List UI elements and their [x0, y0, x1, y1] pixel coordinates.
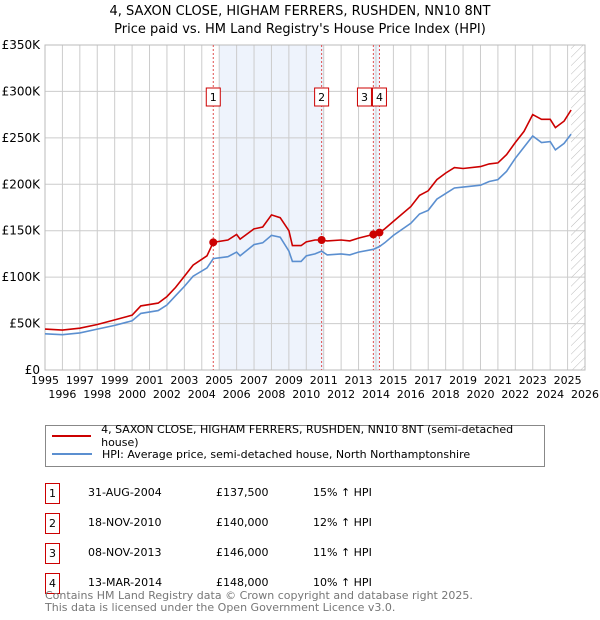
hpi-line: [44, 133, 572, 336]
chart-subtitle: Price paid vs. HM Land Registry's House …: [114, 22, 486, 37]
legend: 4, SAXON CLOSE, HIGHAM FERRERS, RUSHDEN,…: [45, 423, 545, 467]
x-tick-label: 1997: [66, 374, 94, 387]
x-tick-label: 2022: [501, 388, 529, 401]
x-tick-label: 1995: [31, 374, 59, 387]
transaction-hpi-diff: 15% ↑ HPI: [313, 486, 372, 499]
x-tick-label: 1998: [83, 388, 111, 401]
x-tick-label: 2016: [397, 388, 425, 401]
legend-label-hpi: HPI: Average price, semi-detached house,…: [102, 447, 471, 461]
x-tick-label: 1996: [48, 388, 76, 401]
transaction-row: 2 18-NOV-2010 £140,000 12% ↑ HPI: [45, 513, 545, 534]
x-tick-label: 2020: [466, 388, 494, 401]
x-tick-label: 2001: [136, 374, 164, 387]
transaction-price: £140,000: [216, 516, 269, 529]
transaction-date: 31-AUG-2004: [88, 486, 162, 499]
transaction-hpi-diff: 12% ↑ HPI: [313, 516, 372, 529]
sale-label-box: [371, 87, 387, 107]
x-tick-label: 2014: [362, 388, 390, 401]
sale-point: [375, 228, 384, 237]
sale-label-box: [205, 87, 221, 107]
x-tick-label: 1999: [101, 374, 129, 387]
transaction-hpi-diff: 10% ↑ HPI: [313, 576, 372, 589]
y-tick-label: £50K: [9, 317, 41, 331]
x-tick-label: 2017: [414, 374, 442, 387]
transaction-price: £148,000: [216, 576, 269, 589]
transaction-hpi-diff: 11% ↑ HPI: [313, 546, 372, 559]
legend-item-hpi: HPI: Average price, semi-detached house,…: [52, 446, 470, 462]
transaction-row: 3 08-NOV-2013 £146,000 11% ↑ HPI: [45, 543, 545, 564]
legend-swatch-property: [52, 435, 92, 437]
sale-point: [317, 236, 326, 244]
transaction-row: 1 31-AUG-2004 £137,500 15% ↑ HPI: [45, 483, 545, 504]
legend-item-property: 4, SAXON CLOSE, HIGHAM FERRERS, RUSHDEN,…: [52, 423, 544, 449]
x-tick-label: 2010: [292, 388, 320, 401]
x-tick-label: 2023: [519, 374, 547, 387]
transaction-number: 2: [45, 513, 60, 534]
transaction-price: £146,000: [216, 546, 269, 559]
price-chart: 1995199619971998199920002001200220032004…: [2, 38, 599, 401]
chart-title: 4, SAXON CLOSE, HIGHAM FERRERS, RUSHDEN,…: [109, 4, 491, 19]
y-tick-label: £300K: [2, 84, 42, 98]
x-tick-label: 2015: [379, 374, 407, 387]
transaction-date: 08-NOV-2013: [88, 546, 162, 559]
x-tick-label: 2005: [205, 374, 233, 387]
transaction-number: 4: [45, 573, 60, 594]
x-tick-label: 2004: [188, 388, 216, 401]
legend-swatch-hpi: [52, 453, 92, 455]
sale-label: 1: [210, 91, 217, 104]
x-tick-label: 2002: [153, 388, 181, 401]
y-tick-label: £250K: [2, 131, 42, 145]
legend-label-property: 4, SAXON CLOSE, HIGHAM FERRERS, RUSHDEN,…: [101, 423, 514, 449]
transaction-number: 3: [45, 543, 60, 564]
x-tick-label: 2013: [345, 374, 373, 387]
x-tick-label: 2024: [536, 388, 564, 401]
x-tick-label: 2007: [240, 374, 268, 387]
x-tick-label: 2021: [484, 374, 512, 387]
x-tick-label: 2025: [554, 374, 582, 387]
x-tick-label: 2012: [327, 388, 355, 401]
footer-copyright: Contains HM Land Registry data © Crown c…: [45, 589, 473, 602]
transaction-row: 4 13-MAR-2014 £148,000 10% ↑ HPI: [45, 573, 545, 594]
sale-point: [209, 238, 218, 247]
x-tick-label: 2018: [432, 388, 460, 401]
x-tick-label: 2003: [170, 374, 198, 387]
y-tick-label: £200K: [2, 177, 42, 191]
x-tick-label: 2019: [449, 374, 477, 387]
plot-border: [44, 44, 586, 371]
transaction-date: 18-NOV-2010: [88, 516, 162, 529]
x-tick-label: 2011: [310, 374, 338, 387]
sale-label: 3: [361, 91, 368, 104]
x-tick-label: 2008: [257, 388, 285, 401]
y-tick-label: £350K: [2, 38, 42, 52]
sale-point: [369, 230, 378, 239]
y-tick-label: £150K: [2, 224, 42, 238]
future-hatch: [571, 45, 585, 370]
transaction-number: 1: [45, 483, 60, 504]
x-tick-label: 2006: [223, 388, 251, 401]
transaction-price: £137,500: [216, 486, 269, 499]
footer-licence: This data is licensed under the Open Gov…: [45, 601, 396, 614]
sale-label: 2: [318, 91, 325, 104]
y-tick-label: £0: [25, 363, 40, 377]
x-tick-label: 2000: [118, 388, 146, 401]
sale-label-box: [356, 87, 372, 107]
sale-label: 4: [376, 91, 383, 104]
sale-label-box: [314, 87, 330, 107]
x-tick-label: 2009: [275, 374, 303, 387]
transaction-date: 13-MAR-2014: [88, 576, 163, 589]
y-tick-label: £100K: [2, 270, 42, 284]
x-tick-label: 2026: [571, 388, 599, 401]
